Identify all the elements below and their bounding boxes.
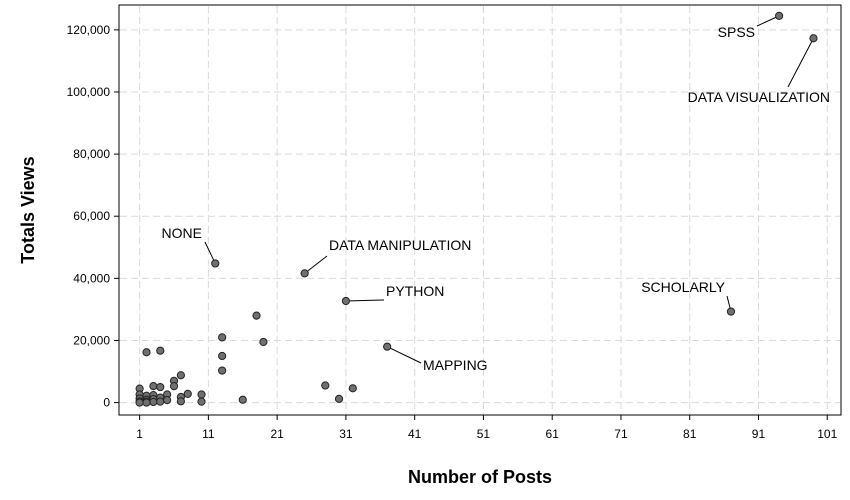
scatter-point (197, 390, 206, 399)
scatter-point (334, 394, 344, 403)
scatter-point (348, 384, 357, 393)
scatter-point (156, 397, 165, 406)
y-tick-label: 120,000 (67, 23, 111, 37)
scatter-point (211, 259, 220, 268)
x-tick-label: 61 (546, 427, 560, 441)
x-tick-label: 51 (477, 427, 491, 441)
scatter-point (135, 398, 144, 407)
scatter-point (218, 333, 227, 342)
y-tick-label: 40,000 (73, 271, 110, 285)
scatter-point (149, 382, 158, 391)
x-tick-label: 11 (202, 427, 215, 441)
y-tick-label: 20,000 (73, 333, 110, 347)
annotation-labels: SPSS DATA VISUALIZATION NONE DATA MANIPULAT… (162, 24, 830, 373)
x-tick-label: 71 (614, 427, 628, 441)
plot-area (118, 4, 842, 416)
scatter-point (169, 382, 179, 391)
grid-lines (120, 6, 840, 414)
annotation-label: PYTHON (386, 283, 444, 299)
scatter-point (259, 337, 268, 347)
annotation-label: NONE (162, 225, 202, 241)
data-points (135, 11, 818, 407)
scatter-point (183, 389, 192, 398)
y-tick-label: 60,000 (73, 209, 110, 223)
x-tick-label: 21 (270, 427, 284, 441)
x-tick-label: 41 (408, 427, 422, 441)
annotation-label: SCHOLARLY (641, 279, 725, 295)
scatter-point (321, 381, 330, 390)
scatter-point (300, 269, 309, 278)
scatter-point (142, 348, 151, 357)
y-axis-title: Totals Views (18, 156, 38, 263)
y-tick-label: 100,000 (67, 85, 111, 99)
scatter-point (726, 307, 736, 316)
scatter-point (163, 395, 172, 405)
scatter-point (197, 397, 206, 406)
annotation-leader (304, 255, 328, 274)
scatter-point (176, 371, 185, 380)
scatter-point (238, 395, 247, 404)
x-tick-label: 31 (339, 427, 353, 441)
annotation-label: MAPPING (423, 357, 488, 373)
scatter-point (341, 296, 351, 306)
annotation-label: DATA VISUALIZATION (688, 89, 830, 105)
annotation-leader (386, 346, 422, 364)
x-tick-label: 101 (817, 427, 837, 441)
x-axis-title: Number of Posts (408, 467, 552, 487)
scatter-point (149, 397, 158, 407)
y-tick-label: 0 (103, 396, 110, 410)
scatter-point (156, 382, 165, 392)
annotation-leaders (204, 15, 814, 364)
scatter-point (383, 342, 392, 351)
scatter-point (142, 398, 151, 407)
scatter-point (218, 351, 227, 361)
scatter-point (218, 366, 227, 375)
scatter-point (775, 11, 784, 20)
scatter-point (176, 397, 185, 406)
annotation-leader (787, 38, 814, 88)
annotation-label: DATA MANIPULATION (329, 237, 471, 253)
scatter-point (252, 311, 261, 320)
y-tick-label: 80,000 (73, 147, 110, 161)
scatter-point (156, 346, 165, 355)
axis-ticks: 1 11 21 31 41 51 61 71 81 91 101020,00040,00060,00… (67, 23, 838, 441)
annotation-leader (345, 299, 385, 302)
x-tick-label: 1 (136, 427, 143, 441)
x-tick-label: 91 (752, 427, 766, 441)
annotation-label: SPSS (718, 24, 755, 40)
scatter-point (809, 34, 818, 43)
x-tick-label: 81 (683, 427, 697, 441)
